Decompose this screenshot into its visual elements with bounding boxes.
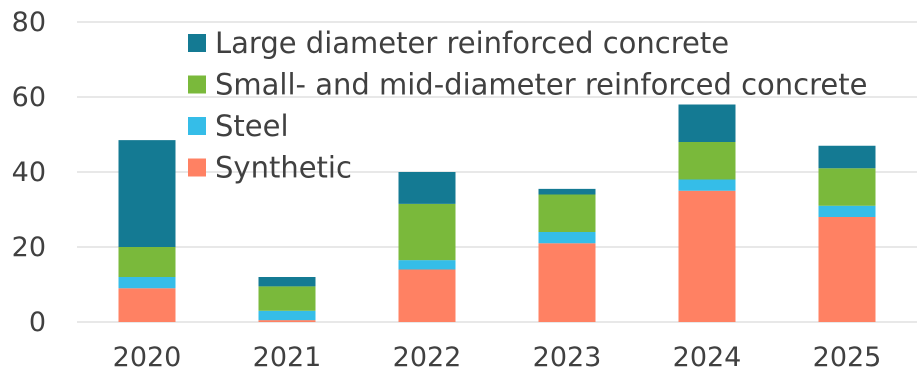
bar-2022-series-2: [398, 203, 456, 261]
legend-label-2: Steel: [215, 109, 289, 143]
bar-2025-series-1: [818, 205, 876, 217]
bar-2022-series-0: [398, 269, 456, 322]
x-tick-label-2024: 2024: [673, 342, 742, 373]
legend-label-3: Synthetic: [215, 151, 352, 185]
bar-2024-series-3: [678, 104, 736, 142]
legend-label-0: Large diameter reinforced concrete: [215, 26, 729, 60]
gridlines: [77, 21, 917, 323]
bar-2022-series-3: [398, 172, 456, 204]
bar-2024-series-2: [678, 142, 736, 180]
bars: [118, 104, 876, 322]
legend-swatch-2: [188, 117, 206, 135]
bar-2023-series-0: [538, 243, 596, 322]
x-tick-label-2021: 2021: [253, 342, 322, 373]
y-tick-label-4: 80: [12, 7, 46, 38]
bar-2020-series-2: [118, 247, 176, 277]
legend-swatch-1: [188, 75, 206, 94]
x-axis: 2020 2021 2022 2023 2024 2025: [113, 342, 882, 373]
legend: Large diameter reinforced concrete Small-…: [188, 26, 867, 185]
bar-2024-series-0: [678, 190, 736, 322]
bar-2025-series-2: [818, 168, 876, 206]
bar-2023-series-1: [538, 232, 596, 244]
x-tick-label-2025: 2025: [813, 342, 882, 373]
bar-2023-series-2: [538, 194, 596, 232]
bar-2021-series-0: [258, 320, 316, 322]
bar-2023-series-3: [538, 188, 596, 195]
bar-2025-series-0: [818, 217, 876, 322]
y-tick-label-2: 40: [12, 157, 46, 188]
bar-2021-series-2: [258, 286, 316, 311]
bar-2022-series-1: [398, 260, 456, 270]
bar-2020-series-3: [118, 140, 176, 247]
y-tick-label-1: 20: [12, 232, 46, 263]
bar-2021-series-3: [258, 277, 316, 287]
x-tick-label-2023: 2023: [533, 342, 602, 373]
legend-label-1: Small- and mid-diameter reinforced concr…: [215, 68, 867, 102]
y-axis: 0 20 40 60 80: [12, 7, 46, 338]
bar-2021-series-1: [258, 310, 316, 321]
legend-swatch-0: [188, 34, 206, 52]
y-tick-label-0: 0: [29, 307, 46, 338]
bar-2020-series-0: [118, 288, 176, 322]
bar-2025-series-3: [818, 145, 876, 169]
legend-swatch-3: [188, 158, 206, 177]
x-tick-label-2022: 2022: [393, 342, 462, 373]
bar-2020-series-1: [118, 277, 176, 289]
y-tick-label-3: 60: [12, 82, 46, 113]
x-tick-label-2020: 2020: [113, 342, 182, 373]
bar-2024-series-1: [678, 179, 736, 191]
